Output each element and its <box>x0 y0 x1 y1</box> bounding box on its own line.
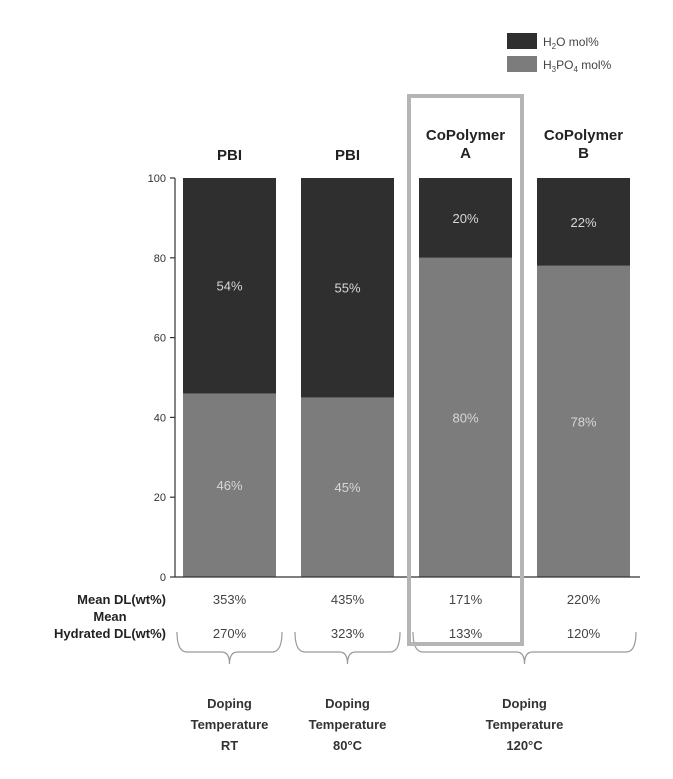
legend-label-part: O mol% <box>556 35 599 49</box>
table-cell: 353% <box>213 592 247 607</box>
legend-label-part: H <box>543 35 552 49</box>
y-tick-label: 40 <box>154 412 166 424</box>
group-brace <box>413 632 636 664</box>
bar-segment-label: 80% <box>452 410 478 425</box>
y-tick-label: 20 <box>154 492 166 504</box>
table-cell: 120% <box>567 626 601 641</box>
legend-swatch <box>507 33 537 49</box>
group-label: Doping <box>325 696 370 711</box>
table-cell: 270% <box>213 626 247 641</box>
group-label: Temperature <box>486 717 564 732</box>
category-label: B <box>578 145 589 162</box>
bar-segment-label: 22% <box>570 215 596 230</box>
bar-segment-label: 46% <box>216 478 242 493</box>
bar-segment-label: 45% <box>334 480 360 495</box>
bar-segment-label: 54% <box>216 279 242 294</box>
legend-label-part: mol% <box>578 58 612 72</box>
category-label: CoPolymer <box>426 127 505 144</box>
table-cell: 133% <box>449 626 483 641</box>
table-row-header: Hydrated DL(wt%) <box>54 626 166 641</box>
category-label: CoPolymer <box>544 127 623 144</box>
legend-label: H3PO4 mol% <box>543 58 612 74</box>
bar-segment-label: 78% <box>570 414 596 429</box>
y-tick-label: 80 <box>154 253 166 265</box>
group-label: 80°C <box>333 738 363 753</box>
category-label: PBI <box>335 147 360 164</box>
legend-label: H2O mol% <box>543 35 599 51</box>
y-tick-label: 100 <box>148 173 166 185</box>
group-label: RT <box>221 738 238 753</box>
table-cell: 171% <box>449 592 483 607</box>
group-label: Temperature <box>191 717 269 732</box>
y-tick-label: 60 <box>154 333 166 345</box>
bar-segment-label: 55% <box>334 281 360 296</box>
legend-label-part: H <box>543 58 552 72</box>
legend-swatch <box>507 56 537 72</box>
group-label: Temperature <box>309 717 387 732</box>
table-cell: 435% <box>331 592 365 607</box>
group-label: 120°C <box>506 738 543 753</box>
table-cell: 220% <box>567 592 601 607</box>
bar-segment-label: 20% <box>452 211 478 226</box>
y-tick-label: 0 <box>160 572 166 584</box>
table-row-header: Mean <box>93 609 126 624</box>
table-cell: 323% <box>331 626 365 641</box>
legend-label-part: PO <box>556 58 573 72</box>
group-label: Doping <box>502 696 547 711</box>
group-label: Doping <box>207 696 252 711</box>
table-row-header: Mean DL(wt%) <box>77 592 166 607</box>
category-label: PBI <box>217 147 242 164</box>
category-label: A <box>460 145 471 162</box>
